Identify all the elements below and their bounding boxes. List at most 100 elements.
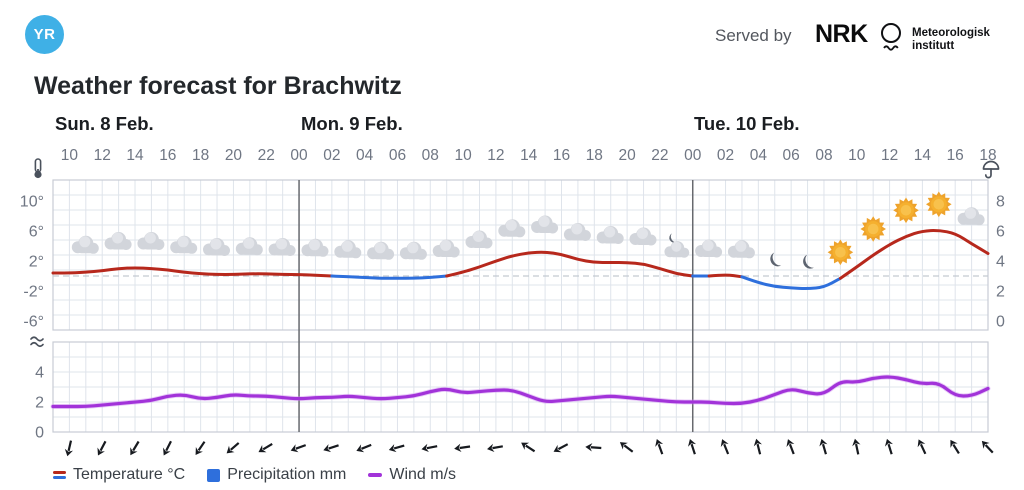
- weather-icon-cloud: [498, 219, 526, 238]
- hour-axis-labels: 10 12 14 16 18 20 22 00 02 04 06 08 10 12 14 16 18 20 22 00…: [61, 147, 997, 164]
- met-line2: institutt: [912, 39, 955, 52]
- legend-temperature-label: Temperature °C: [73, 466, 186, 483]
- weather-icon-cloud: [399, 241, 427, 260]
- weather-icon-cloud: [629, 227, 657, 246]
- weather-icon-cloud: [235, 237, 263, 256]
- weather-icon-cloud: [563, 223, 591, 241]
- yr-logo[interactable]: YR: [25, 15, 64, 54]
- wind-arrow: [950, 439, 960, 455]
- day-label-sunday: Sun. 8 Feb.: [55, 113, 154, 134]
- wind-arrow: [688, 438, 697, 455]
- wind-arrow: [290, 444, 307, 453]
- wind-arrow: [64, 440, 73, 457]
- met-institute-logo: Meteorologisk institutt: [878, 22, 990, 57]
- day-label-monday: Mon. 9 Feb.: [301, 113, 403, 134]
- precipitation-swatch-icon: [207, 468, 221, 482]
- svg-text:8: 8: [996, 194, 1005, 211]
- svg-text:4: 4: [35, 365, 44, 382]
- svg-text:10: 10: [61, 147, 79, 164]
- svg-text:6°: 6°: [29, 224, 44, 241]
- weather-icon-cloud: [170, 235, 198, 254]
- svg-text:16: 16: [159, 147, 176, 164]
- wind-arrow: [884, 438, 893, 455]
- weather-icon-cloud: [203, 238, 230, 256]
- wind-icon: [30, 336, 44, 348]
- temperature-axis-labels: 10° 6° 2° -2° -6°: [20, 194, 44, 331]
- svg-text:2: 2: [996, 284, 1005, 301]
- svg-text:0: 0: [996, 314, 1005, 331]
- wind-arrow: [421, 443, 438, 453]
- svg-text:04: 04: [750, 147, 768, 164]
- wind-arrow: [130, 440, 140, 456]
- wind-arrow: [195, 441, 206, 455]
- svg-text:16: 16: [947, 147, 964, 164]
- wind-arrow: [226, 442, 240, 454]
- svg-text:18: 18: [979, 147, 996, 164]
- svg-text:6: 6: [996, 224, 1005, 241]
- weather-icon-cloud-moon: [664, 233, 690, 258]
- legend: Temperature °C Precipitation mm Wind m/s: [53, 466, 456, 484]
- svg-text:2: 2: [35, 395, 44, 412]
- thermometer-icon: [34, 158, 42, 179]
- legend-temperature: Temperature °C: [53, 466, 185, 484]
- wind-arrow: [720, 439, 730, 455]
- day-label-tuesday: Tue. 10 Feb.: [694, 113, 800, 134]
- svg-text:00: 00: [684, 147, 702, 164]
- svg-text:20: 20: [225, 147, 243, 164]
- weather-icon-cloud: [104, 232, 132, 250]
- legend-precipitation-label: Precipitation mm: [227, 466, 347, 483]
- svg-text:0: 0: [35, 425, 44, 442]
- svg-text:12: 12: [487, 147, 504, 164]
- weather-icon-cloud: [432, 239, 460, 258]
- svg-text:16: 16: [553, 147, 570, 164]
- weather-icon-sun: [926, 191, 952, 218]
- precipitation-axis-labels: 8 6 4 2 0: [996, 194, 1005, 331]
- svg-text:08: 08: [422, 147, 439, 164]
- svg-text:14: 14: [126, 147, 144, 164]
- svg-text:2°: 2°: [29, 254, 44, 271]
- wind-swatch-icon: [368, 473, 383, 477]
- weather-icon-moon: [770, 252, 782, 267]
- wind-direction-arrows: [64, 438, 994, 457]
- served-by-label: Served by: [715, 26, 792, 45]
- wind-arrow: [786, 439, 795, 455]
- svg-text:4: 4: [996, 254, 1005, 271]
- wind-arrow: [258, 442, 273, 453]
- weather-icon-cloud: [71, 235, 99, 254]
- page-title: Weather forecast for Brachwitz: [34, 72, 402, 100]
- umbrella-icon: [982, 160, 1000, 179]
- legend-precipitation: Precipitation mm: [207, 466, 346, 484]
- svg-text:02: 02: [323, 147, 340, 164]
- axis-unit-icons: [30, 158, 1000, 348]
- svg-text:06: 06: [389, 147, 406, 164]
- wind-arrow: [619, 442, 634, 453]
- nrk-logo: NRK: [815, 20, 868, 48]
- weather-icon-cloud: [695, 239, 723, 258]
- svg-text:02: 02: [717, 147, 734, 164]
- day-separators: [298, 180, 694, 432]
- wind-arrow: [97, 440, 107, 456]
- legend-wind-label: Wind m/s: [389, 466, 457, 483]
- weather-icon-cloud: [301, 238, 329, 257]
- weather-icon-sun: [827, 239, 854, 266]
- svg-text:20: 20: [618, 147, 636, 164]
- svg-text:-6°: -6°: [23, 314, 44, 331]
- wind-arrow: [585, 443, 602, 452]
- svg-text:14: 14: [520, 147, 538, 164]
- weather-icon-sun: [860, 216, 886, 242]
- svg-text:22: 22: [651, 147, 668, 164]
- svg-text:12: 12: [881, 147, 898, 164]
- wind-arrow: [917, 439, 927, 455]
- wind-arrow: [487, 443, 503, 453]
- svg-text:18: 18: [192, 147, 209, 164]
- weather-icon-cloud: [596, 226, 624, 244]
- met-institute-icon: [878, 22, 904, 57]
- weather-icon-sun: [893, 197, 919, 224]
- wind-arrow: [454, 443, 471, 452]
- wind-arrow: [163, 440, 172, 456]
- svg-text:14: 14: [914, 147, 932, 164]
- wind-arrow: [553, 443, 569, 453]
- chart-root: 10 12 14 16 18 20 22 00 02 04 06 08 10 12 14 16 18 20 22 00…: [20, 147, 1005, 457]
